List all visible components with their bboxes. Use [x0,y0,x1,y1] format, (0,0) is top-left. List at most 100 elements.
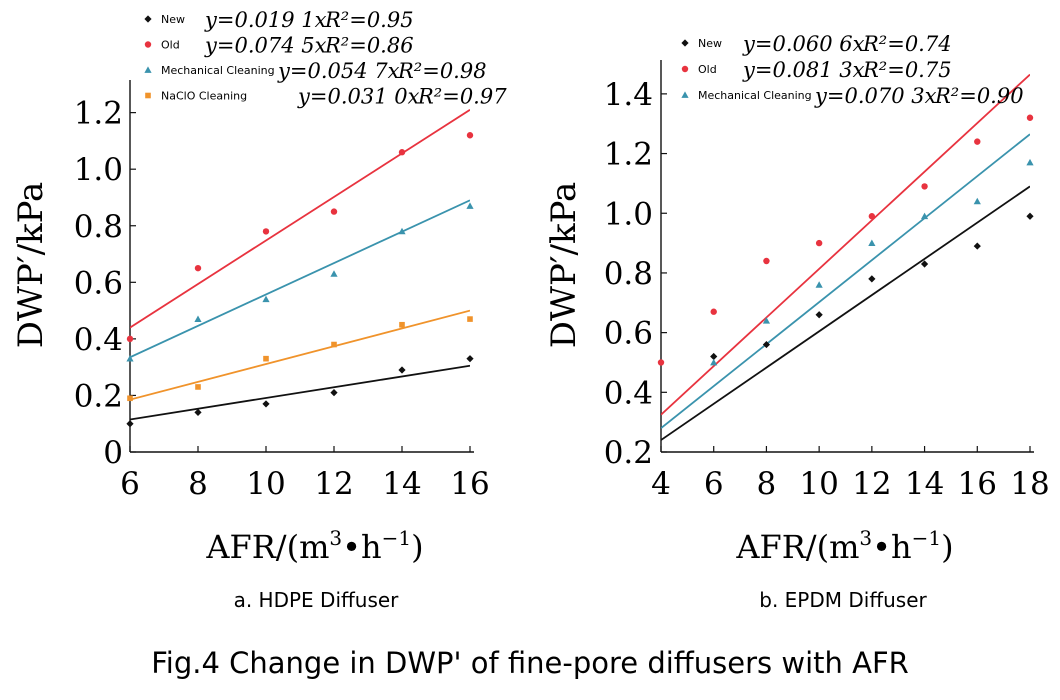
data-point-triangle [398,227,406,235]
data-point-diamond [126,420,134,428]
fit-line-circle [130,109,470,329]
legend-fit-equation: y=0.074 5x [204,34,327,58]
data-point-circle [974,138,981,145]
x-axis-label-mid: •h [342,528,381,566]
x-tick-label: 14 [382,466,421,502]
data-point-circle [466,132,474,139]
data-point-triangle [330,270,338,277]
caption-hdpe: a. HDPE Diffuser [234,588,400,612]
y-tick-label: 1.2 [604,137,653,173]
data-point-diamond [466,355,474,363]
x-tick-label: 10 [799,466,838,502]
x-axis-label-main: AFR/(m [205,528,329,566]
legend-fit-equation: y=0.060 6x [742,32,865,56]
x-axis-label-end: ) [941,528,953,566]
y-tick-label: 0.8 [604,256,653,292]
x-tick-label: 4 [651,466,671,502]
y-tick-label: 0.4 [604,375,653,411]
x-tick-label: 8 [188,466,208,502]
legend-label: Old [161,39,180,52]
legend-label: New [161,13,185,26]
legend-marker-triangle [144,66,152,73]
x-axis-label-sup: −1 [912,526,941,550]
fit-line-triangle [130,199,470,359]
data-point-triangle [920,212,929,220]
data-point-circle [262,228,270,235]
fit-line-circle [661,73,1030,416]
legend-fit-equation: y=0.054 7x [277,59,400,83]
data-point-diamond [262,400,270,408]
x-tick-label: 16 [958,466,997,502]
data-point-diamond [920,260,929,268]
x-tick-label: 14 [905,466,944,502]
y-tick-label: 0.4 [74,322,123,358]
y-tick-label: 0 [103,435,123,471]
legend-fit-r2: R²=0.98 [397,59,487,83]
legend-fit-equation: y=0.070 3x [814,84,937,108]
x-axis-label-mid: •h [872,528,911,566]
data-point-diamond [194,408,202,417]
fit-line-diamond [661,185,1030,441]
x-tick-label: 10 [246,466,285,502]
data-point-circle [868,213,876,220]
data-point-square [467,316,473,322]
data-point-triangle [762,317,771,324]
data-point-circle [815,239,823,247]
y-tick-label: 0.6 [604,316,653,352]
data-point-triangle [262,295,270,303]
x-tick-label: 6 [120,466,140,502]
data-point-circle [710,308,717,315]
data-point-circle [1026,114,1034,121]
legend-fit-r2: R²=0.86 [324,34,414,58]
x-axis-label-sup: 3 [329,526,342,550]
legend-label: Old [698,63,717,76]
x-axis-label-end: ) [411,528,423,566]
x-tick-label: 18 [1010,466,1049,502]
data-point-square [331,341,337,348]
data-point-circle [330,208,338,215]
data-point-triangle [194,315,202,322]
data-point-circle [657,359,665,366]
data-point-circle [398,149,406,156]
figure-caption: Fig.4 Change in DWP' of fine-pore diffus… [151,646,909,680]
data-point-diamond [815,311,823,319]
data-point-circle [921,183,928,190]
x-axis-label: AFR/(m3•h−1) [735,526,953,566]
x-axis-label-main: AFR/(m [735,528,859,566]
data-point-circle [126,335,134,343]
legend-marker-circle [144,41,152,48]
data-point-square [399,321,405,328]
legend-fit-r2: R²=0.90 [934,84,1024,108]
legend-fit-equation: y=0.031 0x [297,85,420,109]
data-point-diamond [868,275,876,283]
chart-panel-epdm: 0.2 0.4 0.6 0.8 1.0 1.2 1.4 4 6 8 10 12 14 16 18 DWP′/k… [544,32,1050,566]
legend-marker-diamond [144,15,152,23]
data-point-square [127,395,133,402]
y-axis-label: DWP′/kPa [11,182,51,348]
data-point-triangle [815,281,823,288]
data-point-diamond [973,242,981,250]
legend-marker-circle [681,65,689,73]
data-point-triangle [973,197,981,205]
data-point-diamond [762,340,771,349]
data-point-diamond [710,352,718,361]
fit-lines [661,73,1030,441]
legend-fit-r2: R²=0.75 [862,58,952,82]
y-tick-label: 0.6 [74,265,123,301]
legend-fit-equation: y=0.019 1x [204,8,327,32]
data-point-triangle [466,202,474,209]
legend-label: Mechanical Cleaning [698,89,812,102]
x-axis-label: AFR/(m3•h−1) [205,526,423,566]
x-tick-label: 6 [704,466,724,502]
caption-epdm: b. EPDM Diffuser [759,588,927,612]
fit-line-diamond [130,364,470,421]
data-point-triangle [1026,158,1034,166]
x-tick-label: 12 [314,466,353,502]
x-axis-label-sup: 3 [859,526,872,550]
y-tick-label: 0.2 [604,435,653,471]
legend-marker-triangle [681,91,689,98]
data-point-diamond [330,389,338,397]
y-tick-label: 1.0 [604,196,653,232]
data-point-diamond [1026,212,1034,220]
